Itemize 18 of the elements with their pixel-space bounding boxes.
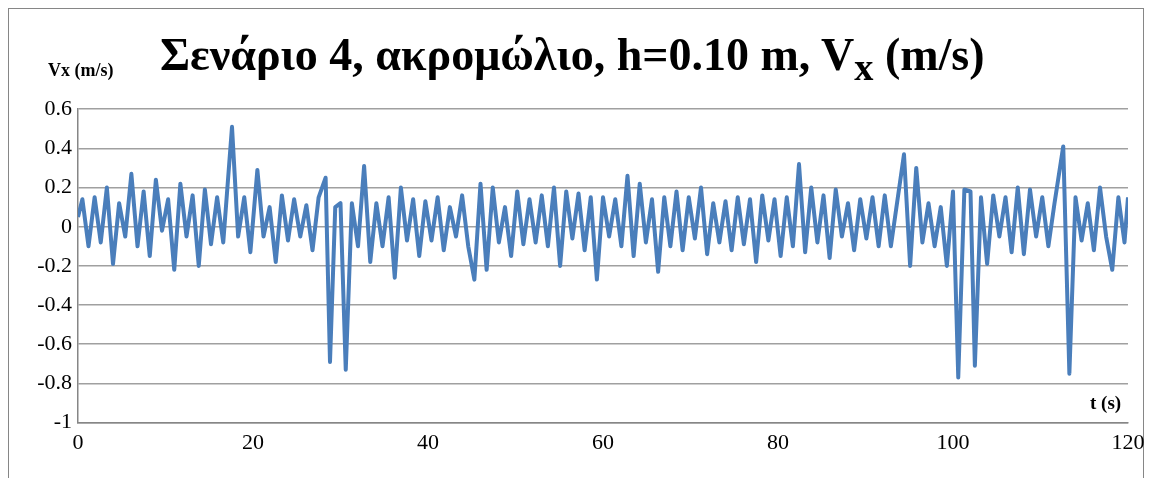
x-tick-label: 40 — [417, 428, 439, 454]
chart-title: Σενάριο 4, ακρομώλιο, h=0.10 m, V$_{x}$ (m/s) — [160, 28, 985, 90]
x-tick-label: 100 — [936, 428, 970, 454]
x-tick-label: 60 — [592, 428, 614, 454]
y-axis-title: Vx (m/s) — [48, 60, 114, 81]
x-tick-label: 20 — [242, 428, 264, 454]
y-tick-label: -0.6 — [37, 330, 72, 356]
x-axis-title: t (s) — [1090, 392, 1122, 414]
y-tick-label: -0.4 — [37, 290, 72, 316]
y-tick-label: 0 — [61, 212, 72, 238]
y-tick-label: 0.4 — [44, 134, 72, 160]
x-tick-label: 120 — [1111, 428, 1145, 454]
y-tick-label: -0.8 — [37, 369, 72, 395]
y-tick-label: 0.6 — [44, 94, 72, 120]
x-tick-label: 80 — [767, 428, 789, 454]
y-tick-label: -1 — [53, 408, 72, 434]
y-tick-label: 0.2 — [44, 173, 72, 199]
y-tick-label: -0.2 — [37, 251, 72, 277]
